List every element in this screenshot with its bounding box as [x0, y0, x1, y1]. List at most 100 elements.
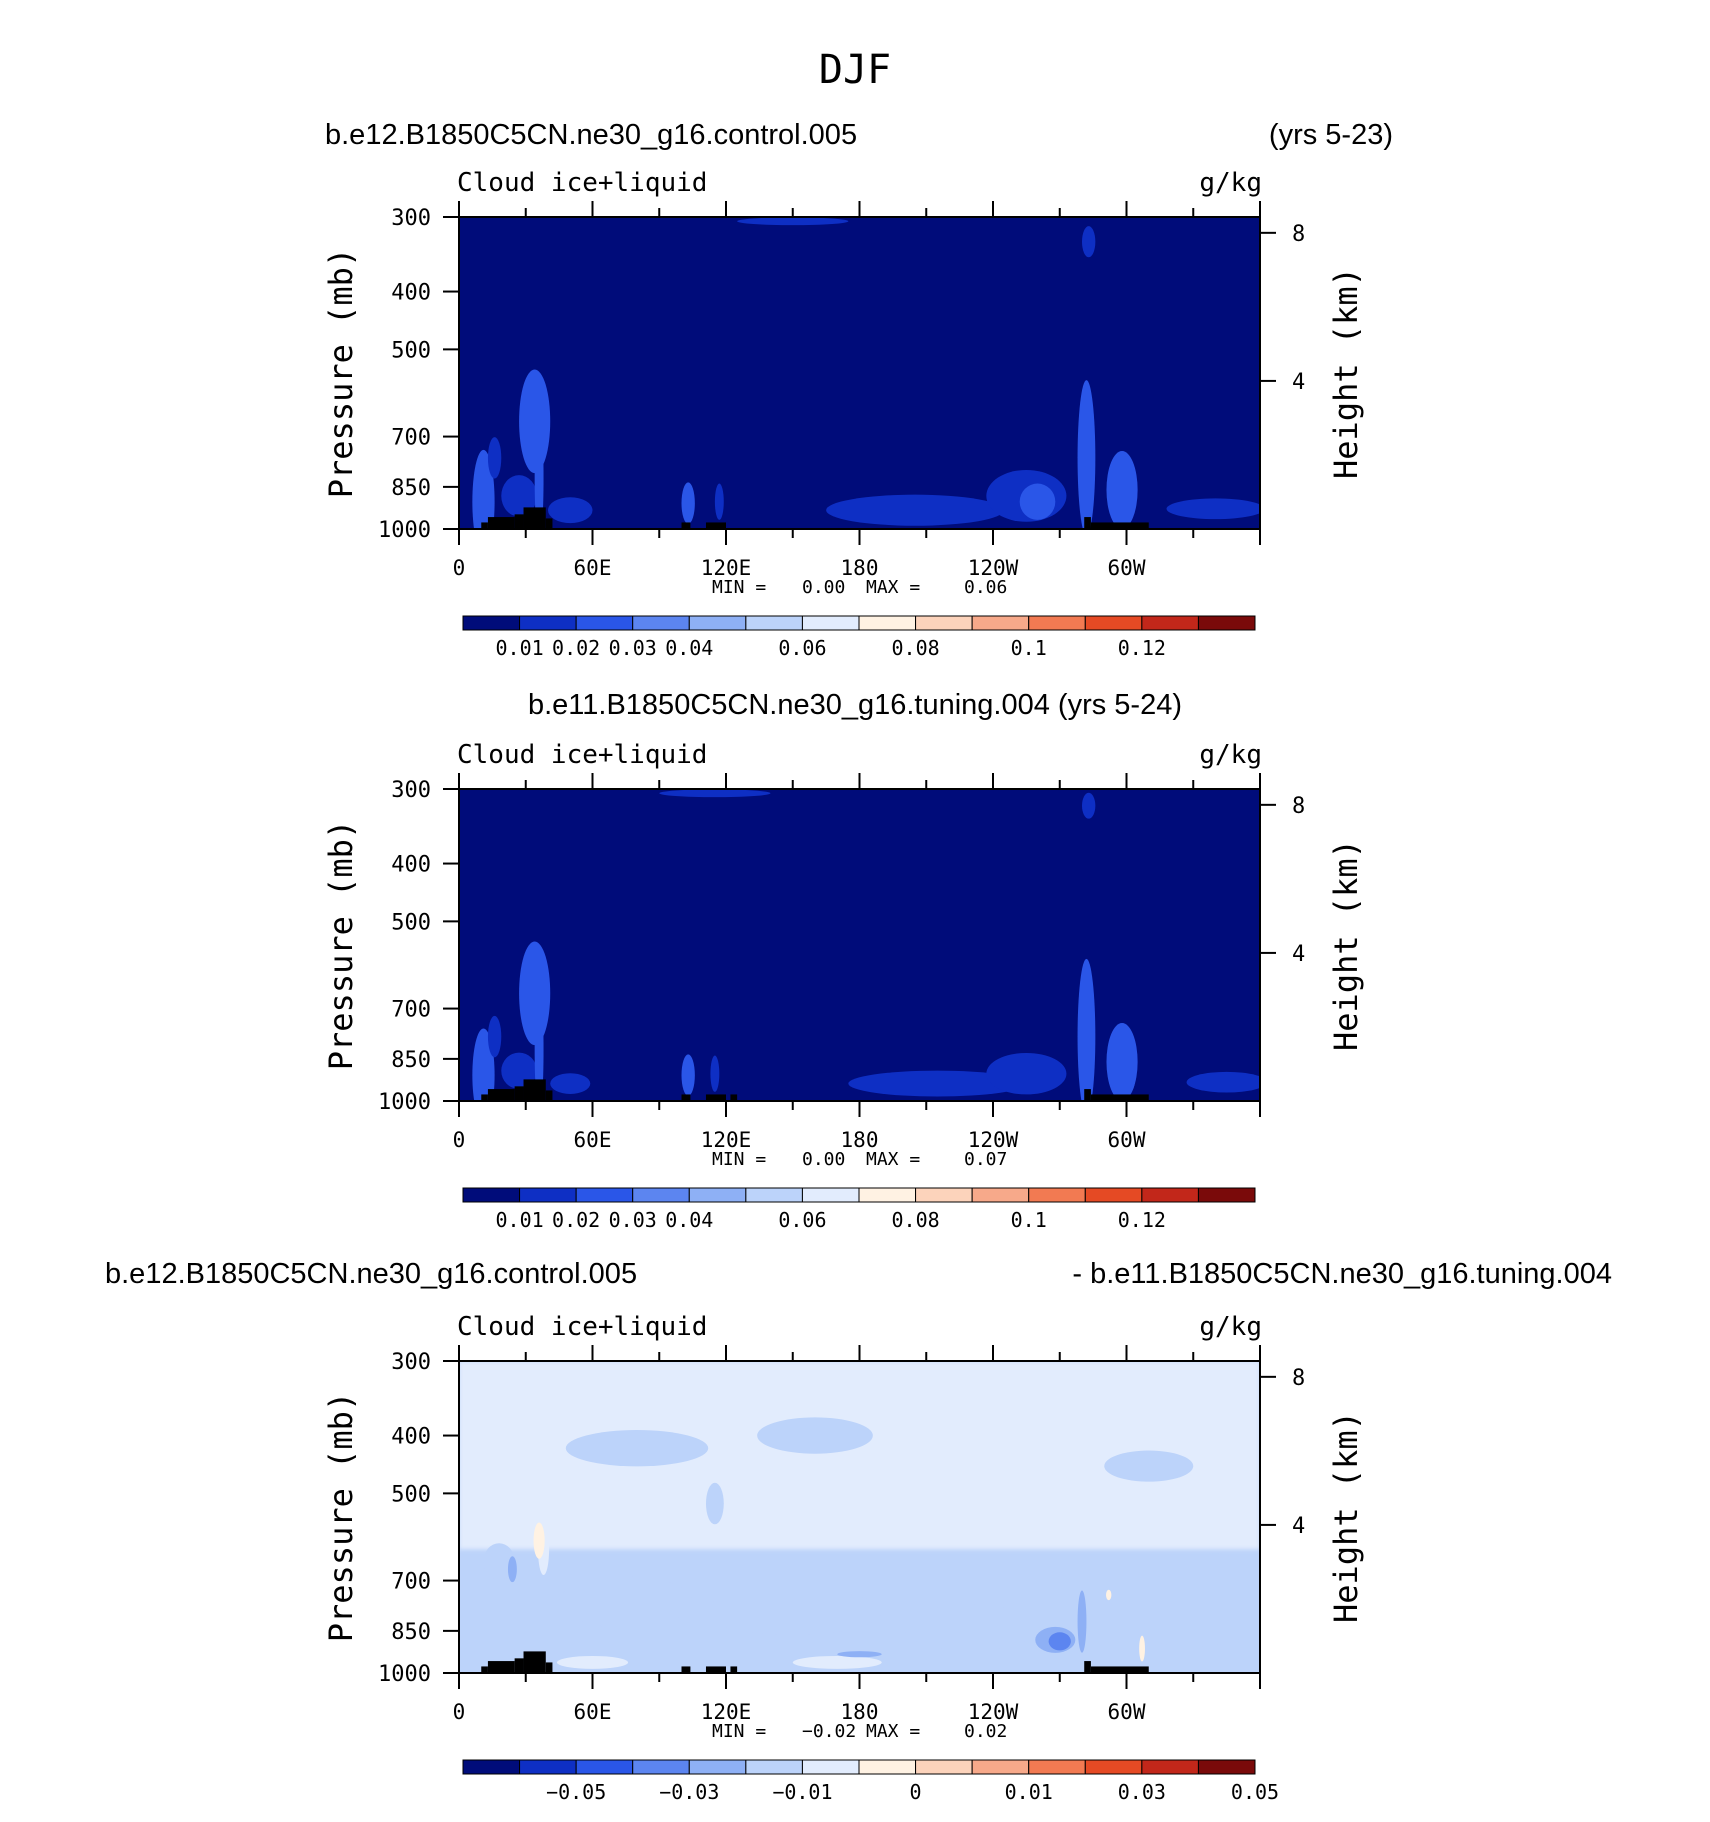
contour-feature: [1077, 380, 1096, 529]
panel-header-center: b.e11.B1850C5CN.ne30_g16.tuning.004 (yrs…: [528, 689, 1182, 721]
terrain-mask: [705, 522, 726, 529]
y-axis-title: Pressure (mb): [322, 248, 360, 498]
colorbar-swatch: [801, 615, 860, 631]
terrain-mask: [545, 518, 553, 529]
colorbar-swatch: [1197, 1187, 1256, 1203]
colorbar: −0.05 −0.03 −0.01 0 0.01 0.03 0.05: [462, 1759, 1279, 1804]
y-tick-label: 300: [391, 1350, 431, 1375]
contour-feature: [1139, 1635, 1145, 1662]
panel-header-right: (yrs 5-23): [1269, 119, 1393, 151]
contour-feature: [519, 369, 551, 474]
y-tick-label: 700: [391, 998, 431, 1023]
terrain-mask: [514, 1086, 524, 1101]
colorbar-swatch: [858, 1187, 917, 1203]
contour-feature: [837, 1651, 882, 1658]
contour-field: [459, 217, 1260, 529]
units-label: g/kg: [1199, 1312, 1262, 1342]
contour-feature: [1137, 1615, 1249, 1647]
terrain-mask: [1084, 1089, 1091, 1101]
x-tick-label: 60E: [574, 1128, 612, 1152]
y-tick-label: 500: [391, 1482, 431, 1507]
contour-feature: [534, 412, 544, 529]
colorbar-label: −0.01: [772, 1780, 832, 1804]
y-tick-label: 400: [391, 853, 431, 878]
contour-feature: [507, 1556, 517, 1583]
terrain-mask: [523, 507, 546, 529]
panel-control: b.e12.B1850C5CN.ne30_g16.control.005 (yr…: [322, 119, 1393, 660]
colorbar-swatch: [632, 1187, 690, 1203]
panel-header-left: b.e12.B1850C5CN.ne30_g16.control.005: [105, 1258, 637, 1290]
colorbar-swatch: [971, 615, 1030, 631]
y2-axis-title: Height (km): [1327, 839, 1365, 1051]
colorbar-swatch: [1141, 1187, 1199, 1203]
contour-feature: [487, 437, 502, 479]
y-tick-label: 700: [391, 426, 431, 451]
colorbar-swatch: [519, 615, 577, 631]
units-label: g/kg: [1199, 168, 1262, 198]
max-label: MAX =: [866, 1149, 920, 1170]
colorbar-label: 0.01: [495, 1208, 543, 1232]
contour-feature: [792, 1655, 882, 1669]
y-tick-label: 850: [391, 1620, 431, 1645]
colorbar-swatch: [519, 1759, 577, 1775]
terrain-mask: [681, 1094, 691, 1101]
y2-axis-title: Height (km): [1327, 1411, 1365, 1623]
terrain-mask: [514, 514, 524, 529]
panel-header-right: - b.e11.B1850C5CN.ne30_g16.tuning.004: [1072, 1258, 1612, 1290]
terrain-mask: [545, 1090, 553, 1101]
contour-feature: [1106, 1589, 1112, 1601]
y-tick-label: 1000: [378, 518, 431, 543]
contour-feature: [1104, 1450, 1194, 1482]
contour-background: [459, 789, 1260, 1101]
colorbar-label: 0.05: [1231, 1780, 1279, 1804]
colorbar-swatch: [1141, 1759, 1199, 1775]
colorbar-swatch: [971, 1759, 1030, 1775]
terrain-mask: [705, 1094, 726, 1101]
colorbar-swatch: [801, 1187, 860, 1203]
contour-feature: [848, 1070, 1027, 1097]
terrain-mask: [1084, 1661, 1091, 1673]
terrain-mask: [523, 1651, 546, 1673]
colorbar-label: −0.03: [659, 1780, 719, 1804]
x-tick-label: 0: [453, 556, 466, 580]
colorbar-label: 0.06: [778, 636, 826, 660]
y-tick-label: 400: [391, 281, 431, 306]
colorbar-label: 0.1: [1011, 1208, 1047, 1232]
y2-tick-label: 8: [1292, 1366, 1305, 1391]
min-label: MIN =: [712, 1721, 766, 1742]
colorbar-swatch: [575, 1759, 634, 1775]
x-tick-label: 180: [841, 1700, 879, 1724]
min-label: MIN =: [712, 1149, 766, 1170]
terrain-mask: [705, 1666, 726, 1673]
colorbar-swatch: [575, 1187, 634, 1203]
colorbar-label: 0.06: [778, 1208, 826, 1232]
x-tick-label: 0: [453, 1128, 466, 1152]
y-axis-title: Pressure (mb): [322, 820, 360, 1070]
x-tick-label: 0: [453, 1700, 466, 1724]
colorbar: 0.01 0.02 0.03 0.04 0.06 0.08 0.1 0.12: [462, 615, 1256, 660]
y2-tick-label: 4: [1292, 942, 1305, 967]
terrain-mask: [487, 1661, 515, 1673]
max-label: MAX =: [866, 577, 920, 598]
contour-feature: [904, 1604, 1038, 1652]
contour-feature: [1077, 1590, 1087, 1653]
y-axis-title: Pressure (mb): [322, 1392, 360, 1642]
colorbar-swatch: [915, 615, 973, 631]
colorbar-label: −0.05: [546, 1780, 606, 1804]
contour-feature: [472, 449, 495, 529]
x-tick-label: 180: [841, 556, 879, 580]
contour-feature: [487, 1015, 502, 1058]
terrain-mask: [487, 517, 515, 529]
colorbar-swatch: [1141, 615, 1199, 631]
colorbar-swatch: [462, 615, 521, 631]
terrain-mask: [481, 522, 488, 529]
x-tick-label: 60E: [574, 556, 612, 580]
x-tick-label: 60E: [574, 1700, 612, 1724]
colorbar: 0.01 0.02 0.03 0.04 0.06 0.08 0.1 0.12: [462, 1187, 1256, 1232]
colorbar-swatch: [1084, 615, 1143, 631]
contour-feature: [556, 1655, 629, 1669]
contour-field: [459, 789, 1260, 1101]
y2-axis-title: Height (km): [1327, 267, 1365, 479]
contour-feature: [710, 1055, 720, 1092]
colorbar-swatch: [575, 615, 634, 631]
